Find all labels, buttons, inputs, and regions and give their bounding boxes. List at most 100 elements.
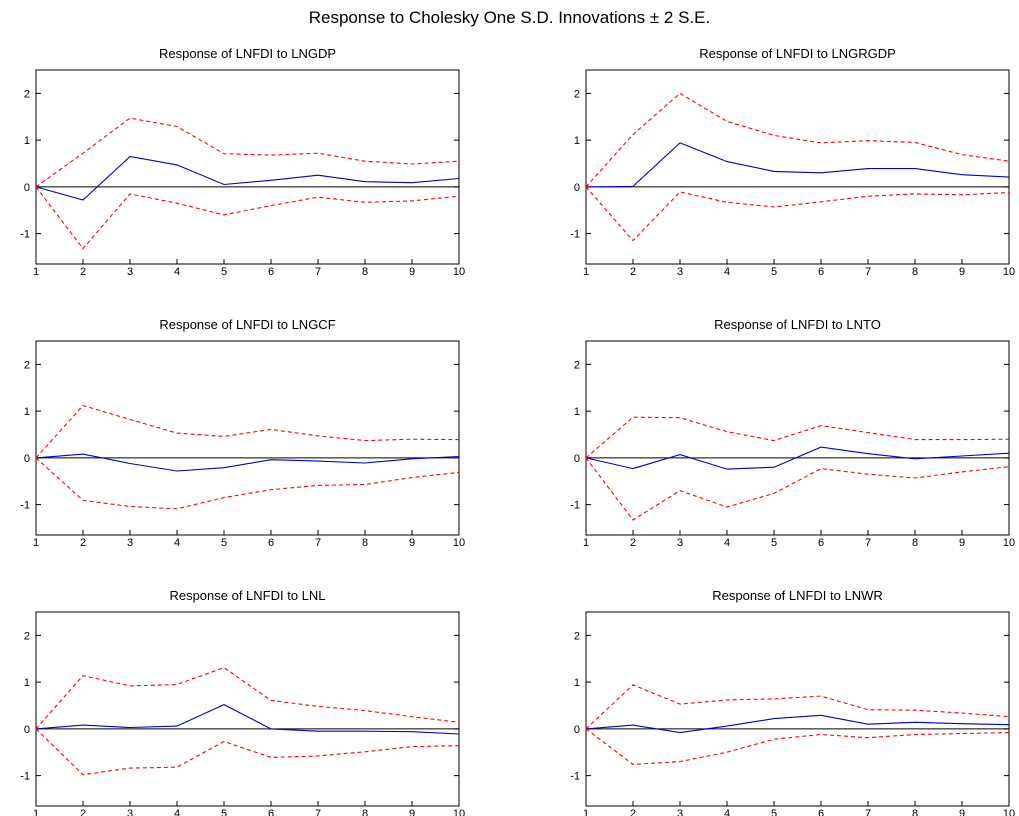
x-tick-label: 10 xyxy=(1003,808,1015,816)
y-tick-label: 2 xyxy=(24,359,30,371)
irf-panel: Response of LNFDI to LNGRGDP -1 0 1 2 1 2 3 4 5 6 7… xyxy=(550,42,1019,278)
x-tick-label: 1 xyxy=(583,808,589,816)
y-tick-label: 1 xyxy=(574,135,580,147)
x-tick-label: 10 xyxy=(453,537,465,549)
x-tick-label: 7 xyxy=(865,266,871,278)
x-tick-label: 9 xyxy=(959,266,965,278)
y-tick-label: -1 xyxy=(20,771,30,783)
y-tick-label: -1 xyxy=(570,229,580,241)
plot-frame xyxy=(35,69,460,265)
x-tick-label: 7 xyxy=(865,537,871,549)
x-tick-label: 3 xyxy=(127,808,133,816)
x-tick-label: 2 xyxy=(80,537,86,549)
x-tick-label: 4 xyxy=(174,808,180,816)
upper-band-line xyxy=(585,92,1010,188)
upper-band-line xyxy=(35,404,460,459)
upper-band-line xyxy=(35,666,460,730)
x-tick-label: 9 xyxy=(959,808,965,816)
plot-frame xyxy=(35,611,460,807)
x-tick-label: 8 xyxy=(362,808,368,816)
x-tick-label: 1 xyxy=(33,808,39,816)
x-tick-label: 8 xyxy=(912,537,918,549)
irf-panel: Response of LNFDI to LNWR -1 0 1 2 1 2 3 4 5 6 7 8 9 1… xyxy=(550,584,1019,816)
panel-title: Response of LNFDI to LNL xyxy=(169,588,325,603)
panel-title: Response of LNFDI to LNWR xyxy=(712,588,883,603)
y-tick-label: 1 xyxy=(574,406,580,418)
x-tick-label: 3 xyxy=(677,808,683,816)
y-tick-label: 1 xyxy=(24,406,30,418)
irf-chart: Response of LNFDI to LNL -1 0 1 2 1 2 3 4 5 6 7 8 9 10 xyxy=(20,588,465,816)
upper-band-line xyxy=(585,416,1010,459)
x-tick-label: 1 xyxy=(33,266,39,278)
panel-title: Response of LNFDI to LNGDP xyxy=(159,46,336,61)
y-tick-label: 0 xyxy=(574,724,580,736)
x-tick-label: 6 xyxy=(818,266,824,278)
x-tick-label: 3 xyxy=(677,266,683,278)
panel-title: Response of LNFDI to LNGCF xyxy=(159,317,335,332)
main-title: Response to Cholesky One S.D. Innovation… xyxy=(308,8,711,27)
x-tick-label: 4 xyxy=(174,537,180,549)
lower-band-line xyxy=(585,186,1010,242)
irf-panel: Response of LNFDI to LNTO -1 0 1 2 1 2 3 4 5 6 7 8 9 1… xyxy=(550,313,1019,549)
irf-chart: Response of LNFDI to LNWR -1 0 1 2 1 2 3 4 5 6 7 8 9 1… xyxy=(570,588,1015,816)
x-tick-label: 10 xyxy=(453,808,465,816)
x-tick-label: 7 xyxy=(315,537,321,549)
plot-frame xyxy=(585,340,1010,536)
y-tick-label: 2 xyxy=(574,359,580,371)
x-tick-label: 5 xyxy=(221,537,227,549)
x-tick-label: 6 xyxy=(268,266,274,278)
irf-chart: Response of LNFDI to LNGCF -1 0 1 2 1 2 3 4 5 6 7 8 9… xyxy=(20,317,465,549)
x-tick-label: 9 xyxy=(409,266,415,278)
y-tick-label: 2 xyxy=(24,630,30,642)
panel-title: Response of LNFDI to LNTO xyxy=(714,317,881,332)
response-line xyxy=(35,453,460,472)
plot-frame xyxy=(585,611,1010,807)
x-tick-label: 9 xyxy=(409,537,415,549)
irf-panel: Response of LNFDI to LNGCF -1 0 1 2 1 2 3 4 5 6 7 8 9… xyxy=(0,313,469,549)
x-tick-label: 8 xyxy=(362,537,368,549)
panel-title: Response of LNFDI to LNGRGDP xyxy=(699,46,896,61)
lower-band-line xyxy=(35,728,460,776)
x-tick-label: 4 xyxy=(724,266,730,278)
response-line xyxy=(585,142,1010,188)
irf-chart: Response of LNFDI to LNGDP -1 0 1 2 1 2 3 4 5 6 7 8 9… xyxy=(20,46,465,278)
y-tick-label: 1 xyxy=(24,135,30,147)
x-tick-label: 6 xyxy=(268,537,274,549)
x-tick-label: 5 xyxy=(771,808,777,816)
x-tick-label: 1 xyxy=(583,537,589,549)
y-tick-label: 1 xyxy=(574,677,580,689)
x-tick-label: 7 xyxy=(315,808,321,816)
response-line xyxy=(35,155,460,201)
response-line xyxy=(35,703,460,735)
x-tick-label: 4 xyxy=(174,266,180,278)
y-tick-label: 1 xyxy=(24,677,30,689)
y-tick-label: -1 xyxy=(20,500,30,512)
y-tick-label: 0 xyxy=(24,453,30,465)
x-tick-label: 10 xyxy=(1003,537,1015,549)
y-tick-label: -1 xyxy=(20,229,30,241)
plot-frame xyxy=(585,69,1010,265)
y-tick-label: 0 xyxy=(24,182,30,194)
x-tick-label: 9 xyxy=(959,537,965,549)
x-tick-label: 8 xyxy=(912,266,918,278)
upper-band-line xyxy=(35,117,460,188)
y-tick-label: 2 xyxy=(574,630,580,642)
y-tick-label: -1 xyxy=(570,771,580,783)
x-tick-label: 2 xyxy=(630,537,636,549)
irf-panel: Response of LNFDI to LNGDP -1 0 1 2 1 2 3 4 5 6 7 8 9… xyxy=(0,42,469,278)
irf-chart: Response of LNFDI to LNGRGDP -1 0 1 2 1 2 3 4 5 6 7… xyxy=(570,46,1015,278)
x-tick-label: 5 xyxy=(221,266,227,278)
response-line xyxy=(585,446,1010,470)
x-tick-label: 6 xyxy=(818,808,824,816)
x-tick-label: 2 xyxy=(630,266,636,278)
x-tick-label: 3 xyxy=(127,266,133,278)
upper-band-line xyxy=(585,684,1010,730)
x-tick-label: 5 xyxy=(221,808,227,816)
x-tick-label: 5 xyxy=(771,266,777,278)
lower-band-line xyxy=(35,457,460,510)
plot-frame xyxy=(35,340,460,536)
lower-band-line xyxy=(585,728,1010,765)
x-tick-label: 2 xyxy=(630,808,636,816)
lower-band-line xyxy=(585,457,1010,521)
x-tick-label: 3 xyxy=(677,537,683,549)
